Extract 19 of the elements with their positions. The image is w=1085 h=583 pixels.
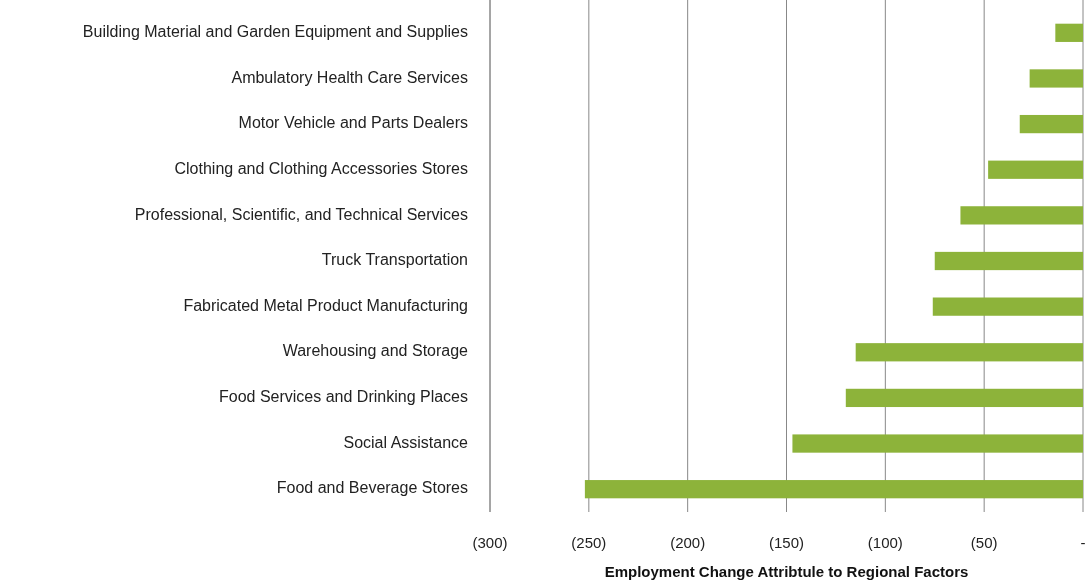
y-tick-label: Warehousing and Storage bbox=[282, 342, 469, 360]
x-tick-label: - bbox=[1080, 534, 1085, 551]
y-tick-label: Professional, Scientific, and Technical Services bbox=[134, 205, 468, 223]
y-tick-label: Food Services and Drinking Places bbox=[218, 388, 468, 406]
y-tick-label: Food and Beverage Stores bbox=[276, 479, 468, 497]
y-tick-label: Ambulatory Health Care Services bbox=[231, 68, 468, 86]
y-tick-label: Fabricated Metal Product Manufacturing bbox=[183, 296, 468, 314]
x-tick-label: (100) bbox=[867, 534, 903, 551]
x-tick-label: (150) bbox=[768, 534, 805, 551]
x-tick-label: (50) bbox=[970, 534, 998, 551]
y-tick-label: Building Material and Garden Equipment and Supplies bbox=[82, 23, 468, 41]
y-tick-label: Motor Vehicle and Parts Dealers bbox=[238, 114, 468, 132]
x-tick-label: (200) bbox=[670, 534, 706, 551]
x-tick-label: (300) bbox=[472, 534, 508, 551]
y-tick-label: Clothing and Clothing Accessories Stores bbox=[174, 159, 468, 177]
x-tick-label: (250) bbox=[571, 534, 607, 551]
y-tick-label: Social Assistance bbox=[343, 433, 469, 451]
y-tick-label: Truck Transportation bbox=[321, 251, 468, 269]
x-axis-title: Employment Change Attribtule to Regional Factors bbox=[604, 563, 969, 580]
